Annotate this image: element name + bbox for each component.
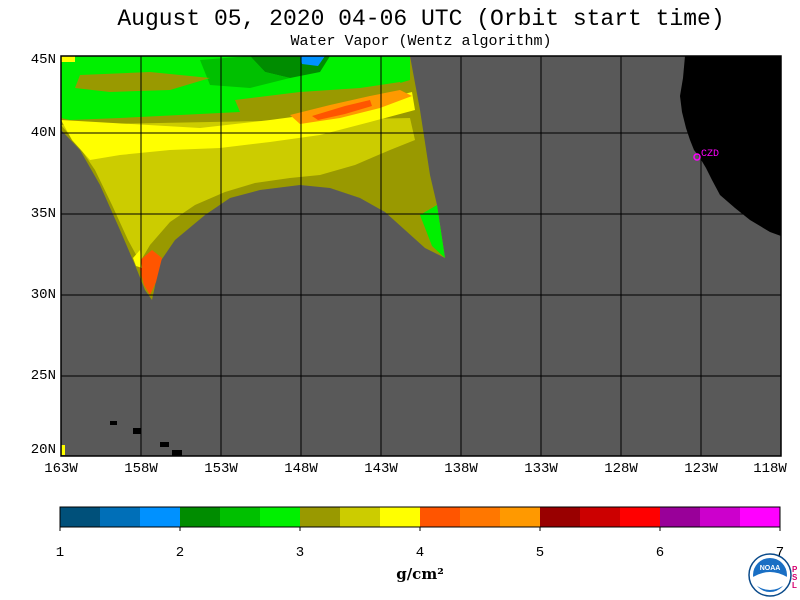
colorbar xyxy=(59,507,781,531)
colorbar-swatch xyxy=(100,507,141,527)
lon-label-148w: 148W xyxy=(284,461,318,477)
corner-mark xyxy=(61,445,65,455)
colorbar-tick-2: 2 xyxy=(175,545,185,561)
colorbar-swatch xyxy=(380,507,421,527)
lon-label-128w: 128W xyxy=(604,461,638,477)
colorbar-tick-4: 4 xyxy=(415,545,425,561)
lon-label-133w: 133W xyxy=(524,461,558,477)
colorbar-tick-5: 5 xyxy=(535,545,545,561)
lat-label-20n: 20N xyxy=(30,442,56,458)
colorbar-tick-1: 1 xyxy=(55,545,65,561)
colorbar-swatch xyxy=(140,507,181,527)
station-marker xyxy=(693,153,701,161)
swath-east-tip xyxy=(420,205,445,258)
colorbar-unit: g/cm² xyxy=(396,565,444,583)
map-subtitle: Water Vapor (Wentz algorithm) xyxy=(290,33,552,50)
lat-label-40n: 40N xyxy=(30,125,56,141)
lat-label-30n: 30N xyxy=(30,287,56,303)
lat-label-35n: 35N xyxy=(30,206,56,222)
station-label: CZD xyxy=(701,149,719,160)
colorbar-swatch xyxy=(220,507,261,527)
colorbar-swatch xyxy=(260,507,301,527)
colorbar-swatch xyxy=(740,507,781,527)
psl-logo-text: P S L xyxy=(792,565,798,590)
colorbar-swatch xyxy=(340,507,381,527)
lat-label-45n: 45N xyxy=(30,52,56,68)
lon-label-163w: 163W xyxy=(44,461,78,477)
swath-core-red xyxy=(312,100,372,120)
lon-label-158w: 158W xyxy=(124,461,158,477)
lon-label-138w: 138W xyxy=(444,461,478,477)
swath-south-plume xyxy=(138,250,162,295)
colorbar-swatch xyxy=(460,507,501,527)
colorbar-swatch xyxy=(180,507,221,527)
swath-streak-olive xyxy=(75,72,210,92)
lon-label-118w: 118W xyxy=(753,461,787,477)
colorbar-swatch xyxy=(660,507,701,527)
colorbar-swatch xyxy=(300,507,341,527)
colorbar-swatch xyxy=(60,507,101,527)
colorbar-swatch xyxy=(540,507,581,527)
swath-band-green-mid xyxy=(200,56,290,88)
land-west-coast xyxy=(680,56,781,236)
satellite-swath xyxy=(61,56,445,300)
hawaiian-islands xyxy=(110,421,182,456)
lon-label-123w: 123W xyxy=(684,461,718,477)
colorbar-swatch xyxy=(700,507,741,527)
noaa-logo-text: NOAA xyxy=(760,565,781,572)
colorbar-swatch xyxy=(580,507,621,527)
colorbar-tick-6: 6 xyxy=(655,545,665,561)
colorbar-frame xyxy=(59,506,781,528)
colorbar-swatch xyxy=(420,507,461,527)
swath-south-plume-yellow xyxy=(133,250,142,268)
swath-left-yellow xyxy=(61,56,75,62)
colorbar-swatch xyxy=(620,507,661,527)
colorbar-tick-3: 3 xyxy=(295,545,305,561)
gridlines xyxy=(61,56,781,456)
swath-band-yellow xyxy=(61,92,415,160)
lat-label-25n: 25N xyxy=(30,368,56,384)
swath-band-green xyxy=(61,56,410,120)
swath-streak-olive-2 xyxy=(235,82,405,112)
colorbar-tick-7: 7 xyxy=(775,545,785,561)
noaa-logo: NOAA xyxy=(748,553,792,597)
swath-band-light xyxy=(61,118,415,262)
lon-label-143w: 143W xyxy=(364,461,398,477)
swath-band-blue xyxy=(300,56,325,66)
colorbar-swatch xyxy=(500,507,541,527)
map-frame xyxy=(60,55,782,457)
lon-label-153w: 153W xyxy=(204,461,238,477)
map-title: August 05, 2020 04-06 UTC (Orbit start t… xyxy=(117,6,725,32)
